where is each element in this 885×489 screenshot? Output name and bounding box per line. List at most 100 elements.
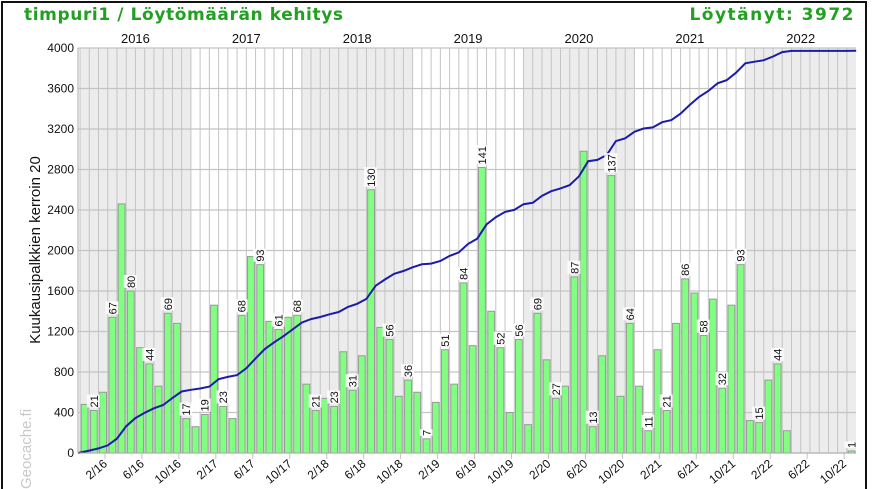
bar (745, 420, 754, 454)
bar (117, 203, 126, 454)
bar-label: 21 (311, 395, 323, 407)
bar (163, 312, 172, 454)
bar (478, 166, 486, 454)
bar-label-bg (234, 299, 248, 313)
bar (348, 389, 357, 454)
bar-label-bg (290, 299, 304, 313)
bar (468, 345, 477, 454)
bar-label-bg (197, 398, 211, 412)
bar-label-bg (474, 144, 488, 165)
chart-title: timpuri1 / Löytömäärän kehitys (24, 5, 344, 25)
bar-label: 27 (551, 383, 563, 395)
bar-label-bg (530, 297, 544, 311)
bar (136, 347, 144, 454)
bar-label: 137 (606, 154, 618, 172)
bar (524, 424, 533, 454)
bar (237, 314, 246, 454)
y-axis-title: Kuukausipalkkien kerroin 20 (27, 156, 44, 344)
bar (283, 316, 292, 454)
bar-label-bg (327, 390, 341, 404)
bar (681, 278, 690, 454)
bar (247, 256, 255, 454)
bar-label-bg (253, 248, 267, 262)
bar-label-bg (216, 390, 230, 404)
bar-label: 15 (754, 407, 766, 419)
bar (579, 150, 588, 454)
bar-label: 31 (348, 375, 360, 387)
x-tick-label: 2/20 (527, 456, 554, 482)
x-tick-label: 2/19 (416, 456, 443, 482)
y-tick-label: 2000 (47, 244, 74, 258)
bar-labels: 21 67 80 44 69 17 19 23 68 93 61 68 21 23 31 130 56 36 7 51… (86, 144, 859, 448)
bar-label-bg (160, 297, 174, 311)
x-tick-label: 2/16 (83, 456, 110, 482)
year-label: 2022 (786, 31, 815, 46)
bar-label-bg (271, 313, 285, 327)
y-tick-label: 3600 (47, 82, 74, 96)
bar (542, 359, 551, 454)
bar (80, 403, 89, 454)
bar (431, 401, 440, 454)
bar (505, 412, 514, 454)
bar-label: 69 (532, 298, 544, 310)
bar-label-bg (142, 347, 156, 361)
found-count: Löytänyt: 3972 (689, 5, 855, 25)
bar (357, 355, 366, 454)
x-tick-label: 10/17 (263, 456, 295, 486)
bar (154, 385, 163, 454)
bar-label: 61 (274, 314, 286, 326)
x-tick-label: 2/18 (305, 456, 332, 482)
bar-label-bg (548, 382, 562, 396)
bar-label-bg (604, 153, 618, 173)
bar-label: 141 (477, 146, 489, 164)
bar-label: 51 (440, 334, 452, 346)
bar (422, 438, 431, 454)
bar-label: 87 (569, 262, 581, 274)
bar-label-bg (659, 394, 673, 408)
year-label: 2020 (564, 31, 593, 46)
bar-label-bg (308, 394, 322, 408)
bar (773, 363, 782, 454)
x-tick-label: 10/18 (374, 456, 406, 486)
bar-label-bg (493, 331, 507, 345)
bar-label-bg (715, 372, 729, 386)
bar-label: 80 (126, 276, 138, 288)
bar (108, 316, 117, 454)
bar-label-bg (419, 429, 433, 436)
bar (699, 335, 708, 454)
y-tick-label: 800 (54, 365, 74, 379)
bar-label: 21 (89, 395, 101, 407)
bar (662, 409, 671, 454)
bar (182, 418, 191, 454)
x-tick-label: 6/19 (453, 456, 480, 482)
bar-label-bg (364, 167, 378, 187)
bar (173, 322, 181, 454)
bar-label: 44 (773, 349, 785, 361)
bar (404, 379, 412, 454)
chart-frame (1, 1, 867, 489)
bar (376, 326, 385, 454)
bar-label: 44 (144, 349, 156, 361)
bar (256, 264, 265, 454)
bar-label-bg (567, 260, 581, 274)
bar (394, 395, 403, 454)
y-tick-label: 400 (54, 406, 74, 420)
year-label: 2019 (454, 31, 483, 46)
bar (588, 426, 597, 454)
bar-label: 130 (366, 168, 378, 186)
cumulative-line (77, 49, 857, 454)
x-tick-label: 10/16 (152, 456, 184, 486)
bar (219, 405, 228, 454)
bar (570, 276, 579, 454)
bar-label-bg (733, 248, 747, 262)
y-tick-label: 1600 (47, 284, 74, 298)
x-tick-label: 2/22 (748, 456, 775, 482)
bar-label-bg (641, 414, 655, 428)
bar-label-bg (179, 402, 193, 416)
x-tick-label: 6/18 (342, 456, 369, 482)
bar-label-bg (401, 364, 415, 378)
y-tick-label: 2800 (47, 163, 74, 177)
bar (598, 355, 606, 454)
bar (126, 290, 135, 454)
